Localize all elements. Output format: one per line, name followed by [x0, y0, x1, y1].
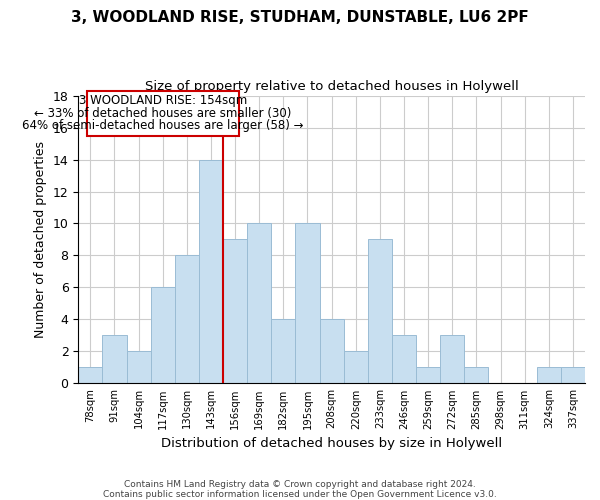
Text: 3 WOODLAND RISE: 154sqm: 3 WOODLAND RISE: 154sqm — [79, 94, 247, 107]
Bar — [320, 320, 344, 384]
Bar — [416, 368, 440, 384]
Bar — [247, 224, 271, 384]
Text: Contains public sector information licensed under the Open Government Licence v3: Contains public sector information licen… — [103, 490, 497, 499]
Bar — [537, 368, 561, 384]
Bar — [440, 336, 464, 384]
Bar — [151, 288, 175, 384]
Bar — [127, 352, 151, 384]
Bar — [175, 256, 199, 384]
Bar — [199, 160, 223, 384]
Bar — [223, 240, 247, 384]
Text: 3, WOODLAND RISE, STUDHAM, DUNSTABLE, LU6 2PF: 3, WOODLAND RISE, STUDHAM, DUNSTABLE, LU… — [71, 10, 529, 25]
Bar — [464, 368, 488, 384]
Bar — [392, 336, 416, 384]
Bar — [103, 336, 127, 384]
Bar — [561, 368, 585, 384]
Text: Contains HM Land Registry data © Crown copyright and database right 2024.: Contains HM Land Registry data © Crown c… — [124, 480, 476, 489]
FancyBboxPatch shape — [86, 91, 239, 136]
Bar — [344, 352, 368, 384]
Text: ← 33% of detached houses are smaller (30): ← 33% of detached houses are smaller (30… — [34, 106, 292, 120]
Bar — [295, 224, 320, 384]
Bar — [368, 240, 392, 384]
Title: Size of property relative to detached houses in Holywell: Size of property relative to detached ho… — [145, 80, 518, 93]
Bar — [271, 320, 295, 384]
X-axis label: Distribution of detached houses by size in Holywell: Distribution of detached houses by size … — [161, 437, 502, 450]
Bar — [78, 368, 103, 384]
Text: 64% of semi-detached houses are larger (58) →: 64% of semi-detached houses are larger (… — [22, 120, 304, 132]
Y-axis label: Number of detached properties: Number of detached properties — [34, 141, 47, 338]
